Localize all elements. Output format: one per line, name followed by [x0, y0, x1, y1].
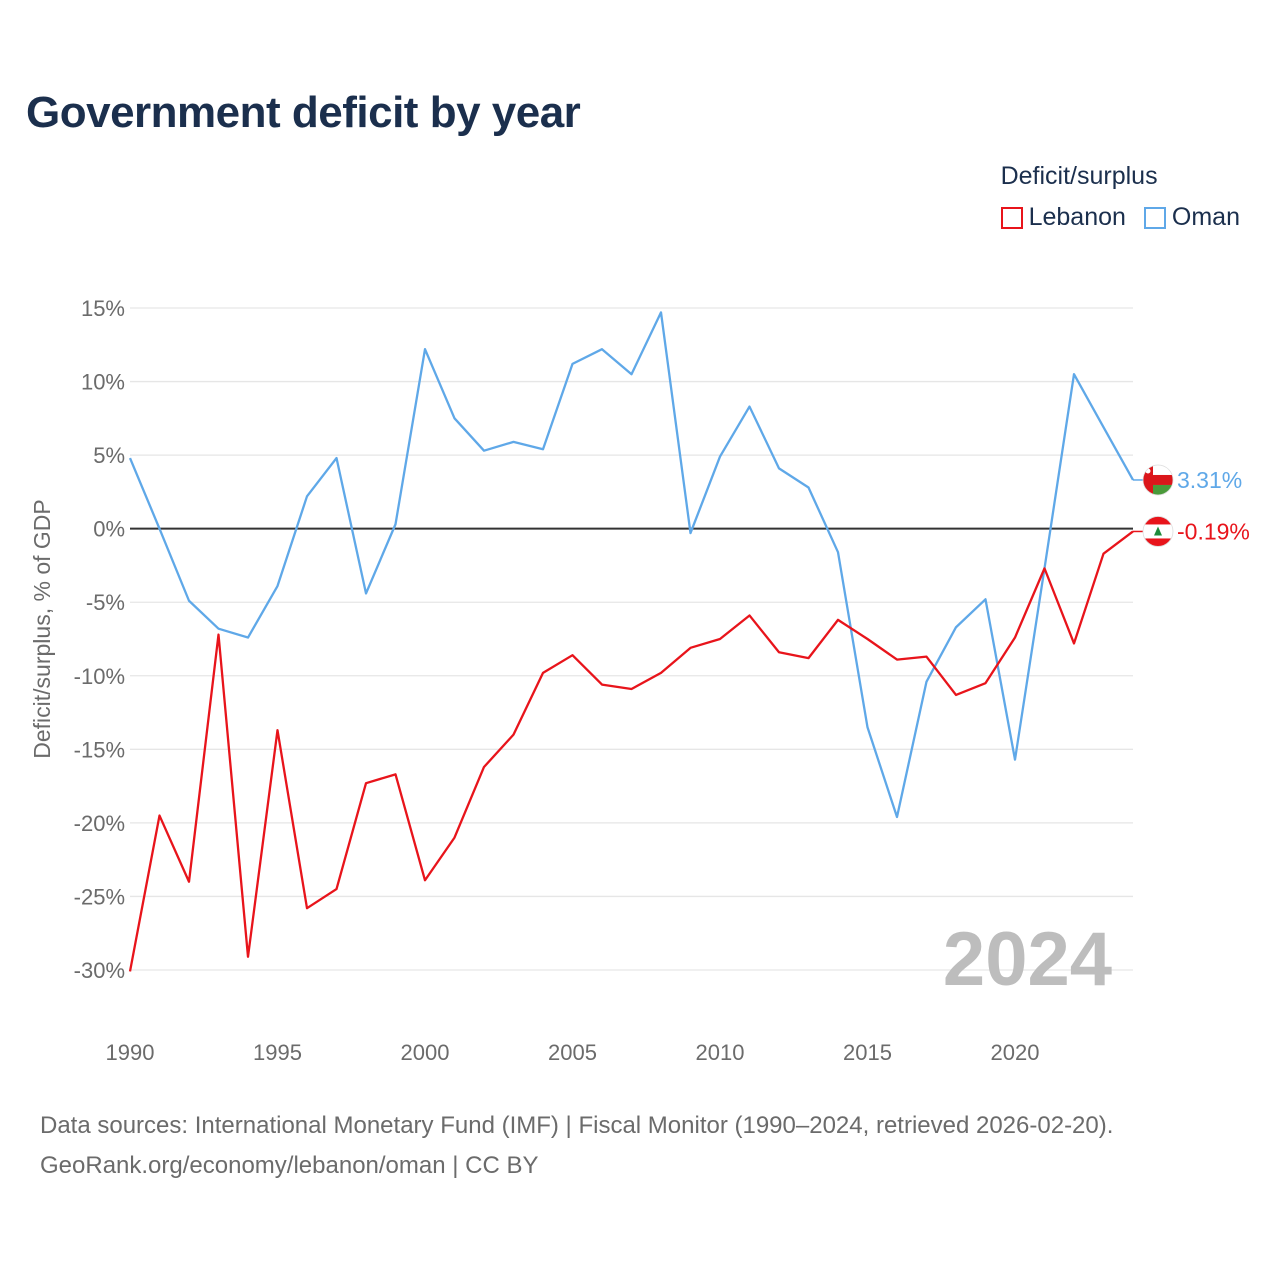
end-value-label-oman: 3.31%: [1177, 467, 1242, 493]
oman-flag-icon: [1133, 464, 1174, 496]
source-url-text: GeoRank.org/economy/lebanon/oman | CC BY: [40, 1152, 539, 1179]
legend-swatch-lebanon: [1000, 206, 1023, 229]
y-tick-label: -25%: [74, 884, 125, 909]
legend-item-lebanon[interactable]: Lebanon: [1000, 203, 1126, 232]
chart-title: Government deficit by year: [26, 88, 581, 137]
chart-area: 15%10%5%0%-5%-10%-15%-20%-25%-30% 1990 19…: [29, 296, 1250, 1065]
y-tick-label: 0%: [93, 517, 125, 542]
end-labels: 3.31% -0.19%: [1133, 464, 1250, 547]
x-tick-label: 1990: [106, 1040, 155, 1065]
y-tick-label: 15%: [81, 296, 125, 321]
series-line-lebanon[interactable]: [128, 530, 1134, 972]
legend: Deficit/surplus Lebanon Oman: [1000, 162, 1240, 232]
legend-item-oman[interactable]: Oman: [1143, 203, 1240, 232]
y-tick-label: -10%: [74, 664, 125, 689]
footer: Data sources: International Monetary Fun…: [40, 1106, 1113, 1186]
y-tick-label: -15%: [74, 737, 125, 762]
legend-title: Deficit/surplus: [1000, 162, 1158, 190]
x-tick-label: 2005: [548, 1040, 597, 1065]
y-tick-label: -5%: [86, 590, 125, 615]
x-axis-ticks: 1990 1995 2000 2005 2010 2015 2020: [106, 1040, 1040, 1065]
series-line-oman[interactable]: [128, 311, 1135, 819]
series-group: [128, 311, 1135, 972]
legend-swatch-oman: [1143, 206, 1166, 229]
y-tick-label: 5%: [93, 443, 125, 468]
y-tick-label: -30%: [74, 958, 125, 983]
x-tick-label: 2010: [696, 1040, 745, 1065]
x-tick-label: 2020: [991, 1040, 1040, 1065]
legend-label-oman: Oman: [1171, 203, 1240, 231]
gridlines: [130, 307, 1133, 971]
lebanon-flag-icon: [1133, 516, 1174, 547]
y-tick-label: -20%: [74, 811, 125, 836]
year-watermark: 2024: [943, 917, 1112, 1002]
x-tick-label: 1995: [253, 1040, 302, 1065]
x-tick-label: 2000: [401, 1040, 450, 1065]
y-tick-label: 10%: [81, 370, 125, 395]
y-axis-ticks: 15% 10% 5% 0% -5% -10% -15% -20% -25% -30%: [74, 296, 125, 983]
y-axis-label: Deficit/surplus, % of GDP: [29, 499, 55, 758]
legend-label-lebanon: Lebanon: [1028, 203, 1126, 231]
data-source-text: Data sources: International Monetary Fun…: [40, 1112, 1114, 1139]
x-tick-label: 2015: [843, 1040, 892, 1065]
end-value-label-lebanon: -0.19%: [1177, 518, 1250, 544]
